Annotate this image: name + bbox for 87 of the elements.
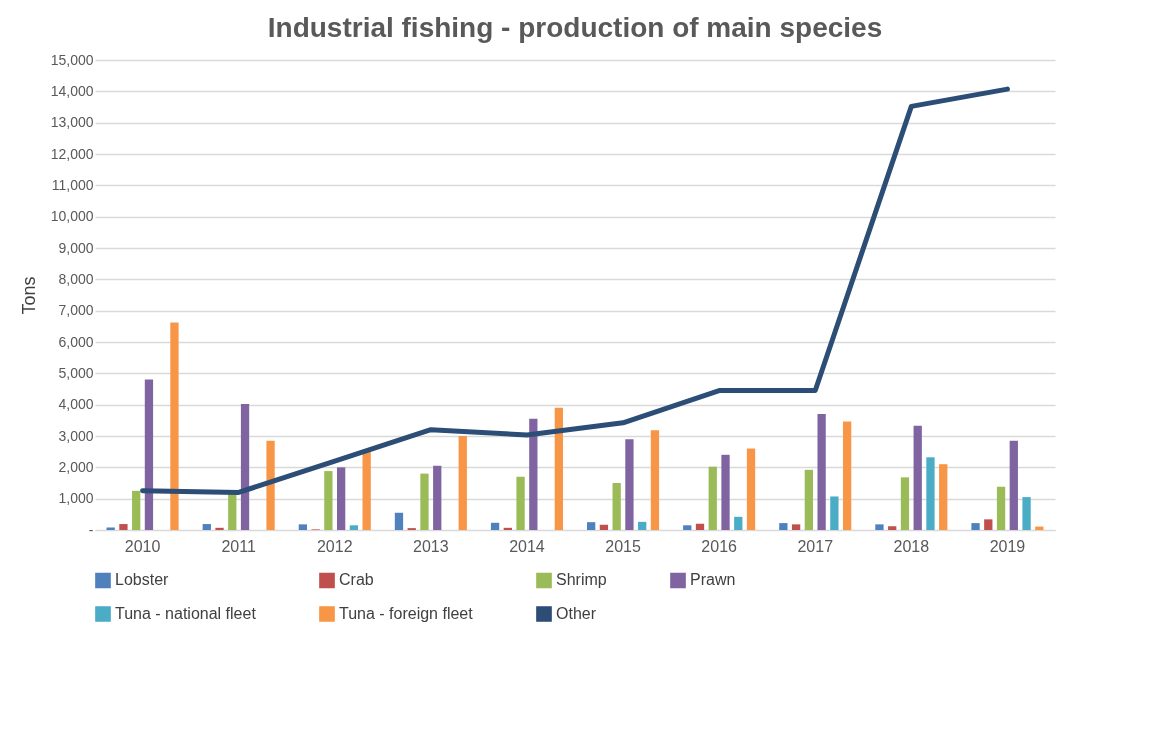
y-tick-label: 4,000: [58, 396, 94, 413]
bar: [913, 425, 922, 530]
bar: [695, 523, 705, 530]
y-tick-label: 6,000: [58, 333, 94, 350]
x-tick-label: 2017: [797, 537, 834, 555]
y-tick-label: 3,000: [58, 427, 94, 444]
bar: [144, 379, 154, 530]
bar: [202, 524, 211, 530]
legend-label: Tuna - national fleet: [115, 605, 257, 622]
y-tick-label: 15,000: [50, 51, 94, 68]
y-axis-title: Tons: [18, 276, 39, 315]
bar: [324, 471, 333, 530]
bar: [984, 519, 993, 530]
x-tick-label: 2010: [124, 537, 161, 555]
legend-label: Crab: [339, 571, 374, 589]
bar: [1009, 440, 1018, 530]
y-tick-label: 13,000: [50, 114, 94, 131]
bar: [683, 525, 692, 530]
bar: [791, 524, 801, 530]
bar: [817, 414, 826, 530]
bar: [612, 483, 621, 530]
legend-label: Prawn: [690, 571, 736, 589]
x-tick-label: 2015: [605, 537, 641, 555]
bar: [349, 525, 359, 530]
y-tick-label: 14,000: [50, 82, 94, 99]
bar: [106, 527, 115, 530]
bar: [842, 421, 852, 530]
x-tick-label: 2013: [413, 537, 449, 555]
bar: [433, 465, 442, 530]
bar: [1022, 497, 1031, 530]
bar: [638, 521, 647, 530]
legend-label: Shrimp: [556, 571, 607, 589]
bar: [875, 524, 884, 530]
bar: [900, 477, 910, 530]
bar: [721, 454, 730, 530]
bar: [170, 322, 179, 530]
bar: [650, 430, 660, 530]
y-tick-label: 5,000: [58, 364, 94, 381]
bar: [132, 490, 141, 530]
bar: [240, 404, 250, 530]
x-tick-label: 2018: [893, 537, 930, 555]
y-tick-label: 1,000: [58, 490, 94, 507]
bar: [266, 440, 275, 530]
bar: [529, 418, 538, 530]
y-tick-label: 12,000: [50, 145, 94, 162]
bar: [362, 451, 371, 530]
x-tick-label: 2019: [989, 537, 1026, 555]
bar: [746, 448, 756, 530]
y-tick-label: 7,000: [58, 302, 94, 319]
bar: [779, 523, 788, 530]
legend-label: Tuna - foreign fleet: [339, 605, 474, 622]
bar: [708, 466, 717, 530]
bar: [971, 523, 980, 530]
chart-title: Industrial fishing - production of main species: [267, 12, 883, 43]
bar: [830, 496, 839, 530]
bar: [926, 457, 935, 530]
bar: [228, 493, 237, 530]
bar: [996, 486, 1006, 530]
bar: [336, 467, 346, 530]
bar: [119, 524, 128, 530]
y-tick-label: 8,000: [58, 270, 94, 287]
legend-label: Other: [556, 605, 597, 622]
bar: [554, 407, 563, 530]
bar: [458, 436, 467, 530]
bar: [420, 473, 429, 530]
y-tick-label: 2,000: [58, 458, 94, 475]
bar: [587, 522, 596, 530]
x-tick-label: 2012: [316, 537, 353, 555]
y-tick-label: -: [88, 521, 94, 538]
y-tick-label: 10,000: [50, 208, 94, 225]
x-tick-label: 2016: [701, 537, 738, 555]
bar: [215, 527, 224, 530]
x-tick-label: 2014: [509, 537, 545, 555]
bar: [298, 524, 308, 530]
bar: [599, 524, 609, 530]
bar: [394, 512, 404, 530]
bar: [939, 464, 948, 530]
bar: [625, 439, 634, 530]
x-tick-label: 2011: [221, 537, 256, 555]
y-tick-label: 9,000: [58, 239, 94, 256]
bar: [804, 469, 814, 530]
bar: [734, 516, 743, 530]
bar: [490, 522, 500, 530]
bar: [888, 526, 897, 530]
y-tick-label: 11,000: [51, 176, 94, 193]
legend-label: Lobster: [115, 571, 170, 589]
bar: [516, 476, 525, 530]
